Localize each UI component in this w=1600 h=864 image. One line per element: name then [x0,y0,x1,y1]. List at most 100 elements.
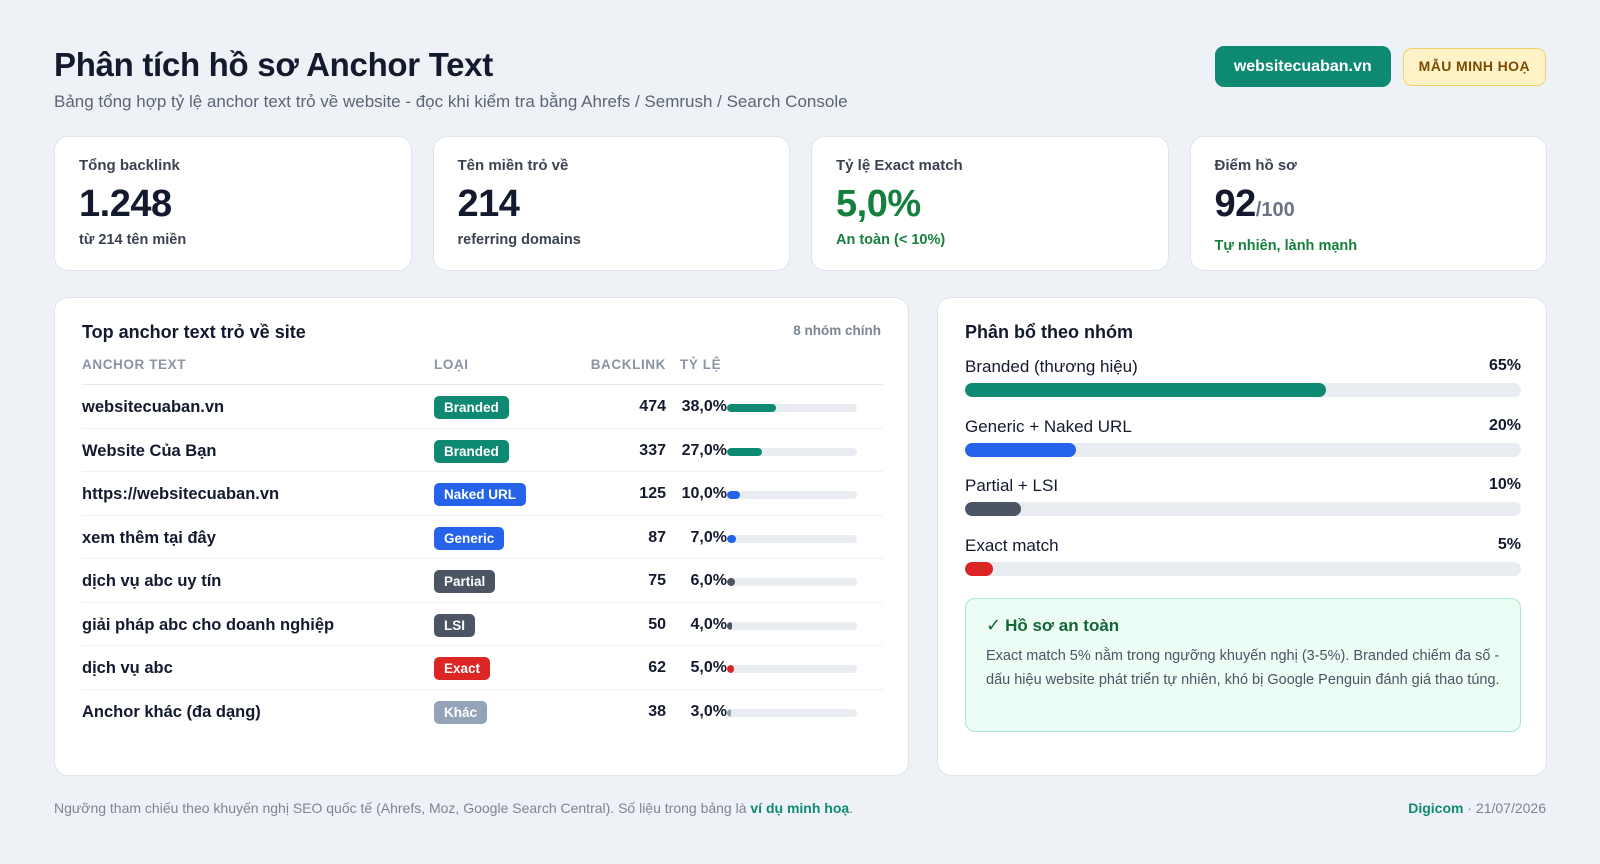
ratio-bar-fill [727,491,740,499]
table-row[interactable]: https://websitecuaban.vn Naked URL 125 10,0… [82,472,883,516]
footer-highlight: ví dụ minh hoạ [750,800,850,816]
table-row[interactable]: dịch vụ abc uy tín Partial 75 6,0% [82,559,883,603]
distribution-label: Branded (thương hiệu) [965,357,1138,376]
safe-title-text: Hồ sơ an toàn [1005,615,1120,635]
kpi-row: Tổng backlink 1.248 từ 214 tên miền Tên … [54,136,1547,271]
kpi-total-backlinks: Tổng backlink 1.248 từ 214 tên miền [54,136,412,271]
column-header-ratio[interactable]: TỶ LỆ [680,357,722,372]
kpi-note: Tự nhiên, lành mạnh [1214,238,1358,254]
footer-date: 21/07/2026 [1475,800,1546,816]
anchor-text: websitecuaban.vn [82,398,225,416]
anchor-text: Website Của Bạn [82,441,217,460]
kpi-profile-score: Điểm hồ sơ 92/100 Tự nhiên, lành mạnh [1189,136,1547,271]
table-row[interactable]: dịch vụ abc Exact 62 5,0% [82,646,883,690]
kpi-label: Tên miền trỏ về [457,157,569,174]
column-header-backlink[interactable]: BACKLINK [590,357,666,372]
page-title: Phân tích hồ sơ Anchor Text [54,46,493,83]
kpi-exact-match-ratio: Tỷ lệ Exact match 5,0% An toàn (< 10%) [811,136,1169,271]
kpi-label: Tỷ lệ Exact match [836,157,963,174]
anchor-text: xem thêm tại đây [82,528,216,547]
kpi-value: 214 [457,183,520,225]
table-row[interactable]: giải pháp abc cho doanh nghiệp LSI 50 4,0% [82,603,883,646]
footer-note: Ngưỡng tham chiếu theo khuyến nghị SEO q… [54,800,854,816]
distribution-label: Exact match [965,535,1059,555]
table-header: ANCHOR TEXT LOẠI BACKLINK TỶ LỆ [82,357,883,385]
table-row[interactable]: websitecuaban.vn Branded 474 38,0% [82,385,883,429]
backlink-count: 125 [639,485,666,502]
column-header-anchor[interactable]: ANCHOR TEXT [82,357,187,372]
type-badge: Khác [434,700,488,724]
ratio-bar-fill [727,708,731,717]
table-row[interactable]: Anchor khác (đa dạng) Khác 38 3,0% [82,690,883,734]
page-subtitle: Bảng tổng hợp tỷ lệ anchor text trỏ về w… [54,92,848,111]
distribution-label: Partial + LSI [965,476,1059,495]
table-row[interactable]: Website Của Bạn Branded 337 27,0% [82,429,883,472]
safe-text: Exact match 5% nằm trong ngưỡng khuyến n… [986,648,1500,688]
ratio-bar [727,578,857,586]
kpi-label: Điểm hồ sơ [1214,157,1297,174]
ratio-value: 5,0% [690,659,727,676]
backlink-count: 474 [639,398,666,415]
distribution-bar-fill [965,442,1077,457]
panel-title: Phân bổ theo nhóm [965,322,1133,342]
ratio-bar-fill [727,447,763,456]
backlink-count: 62 [648,659,666,676]
safe-title: ✓ Hồ sơ an toàn [986,615,1500,636]
distribution-list: Branded (thương hiệu) 65% Generic + Naked … [965,354,1521,592]
type-cell: Generic [434,526,505,550]
ratio-bar-fill [727,534,737,543]
distribution-item: Generic + Naked URL 20% [965,414,1521,474]
kpi-label: Tổng backlink [79,157,180,174]
table-row[interactable]: xem thêm tại đây Generic 87 7,0% [82,516,883,559]
backlink-count: 337 [639,441,666,459]
distribution-value: 65% [1488,357,1521,374]
backlink-count: 50 [648,615,666,633]
kpi-note: referring domains [457,232,581,248]
ratio-value: 38,0% [681,398,727,415]
footer: Ngưỡng tham chiếu theo khuyến nghị SEO q… [54,800,1546,816]
type-badge: Partial [434,570,496,593]
ratio-bar-fill [727,404,777,412]
distribution-bar [965,383,1521,397]
type-badge: Branded [434,396,509,419]
distribution-item: Branded (thương hiệu) 65% [965,354,1521,414]
type-badge: Naked URL [434,483,527,506]
footer-meta: Digicom · 21/07/2026 [1408,800,1546,816]
kpi-value: 1.248 [79,183,172,225]
ratio-bar-fill [727,665,734,673]
ratio-bar [727,534,857,543]
ratio-bar-fill [727,621,733,630]
ratio-value: 10,0% [681,485,727,502]
footer-brand[interactable]: Digicom [1408,800,1464,816]
type-cell: Khác [434,700,488,724]
column-header-type[interactable]: LOẠI [434,357,469,372]
ratio-value: 7,0% [690,528,727,546]
ratio-bar [727,621,857,630]
check-icon: ✓ [986,615,1002,635]
kpi-referring-domains: Tên miền trỏ về 214 referring domains [432,136,790,271]
panel-meta: 8 nhóm chính [793,323,881,338]
kpi-note: từ 214 tên miền [79,232,187,248]
ratio-bar-fill [727,578,735,586]
type-cell: Branded [434,439,509,463]
anchor-text: dịch vụ abc uy tín [82,572,222,590]
type-badge: Branded [434,439,509,463]
anchor-table-panel: Top anchor text trỏ về site 8 nhóm chính… [54,297,909,776]
distribution-item: Partial + LSI 10% [965,473,1521,533]
ratio-value: 3,0% [690,702,727,720]
type-badge: Exact [434,657,491,680]
distribution-bar [965,561,1521,576]
page-header: Phân tích hồ sơ Anchor Text Bảng tổng hợ… [54,46,1546,116]
type-cell: LSI [434,613,476,637]
type-badge: LSI [434,613,476,637]
anchor-text: giải pháp abc cho doanh nghiệp [82,615,335,634]
anchor-text: dịch vụ abc [82,659,173,677]
type-cell: Naked URL [434,483,527,506]
distribution-value: 10% [1488,476,1521,493]
site-chip[interactable]: websitecuaban.vn [1214,46,1391,87]
type-cell: Exact [434,657,491,680]
backlink-count: 87 [648,528,666,546]
sample-badge: MẪU MINH HOẠ [1402,47,1546,86]
ratio-value: 4,0% [690,615,727,633]
distribution-panel: Phân bổ theo nhóm Branded (thương hiệu) 6… [937,297,1547,776]
